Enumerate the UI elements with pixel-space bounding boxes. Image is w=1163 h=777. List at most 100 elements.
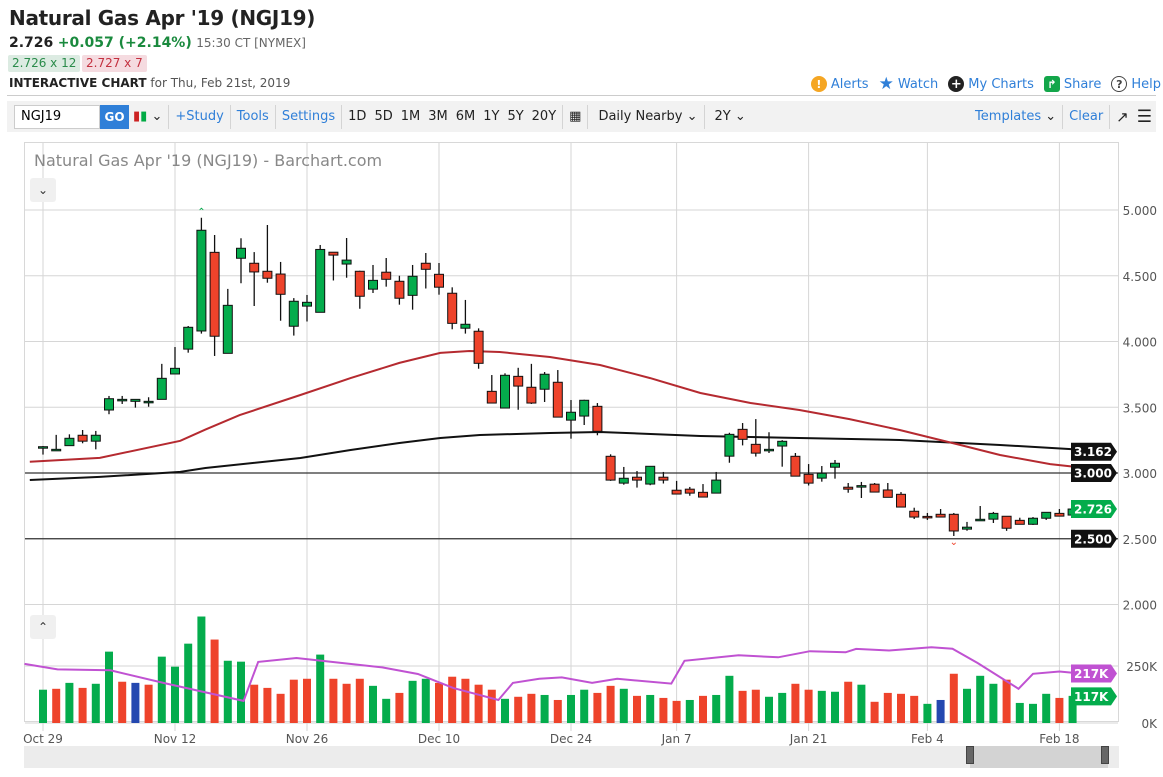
period-6m[interactable]: 6M (455, 109, 476, 124)
candle-body (592, 405, 603, 432)
scrollbar-left-handle[interactable] (966, 746, 974, 764)
range-dropdown[interactable]: 2Y ⌄ (707, 109, 750, 124)
x-tick-label: Oct 29 (23, 732, 63, 746)
candle-body (816, 472, 827, 479)
period-1d[interactable]: 1D (348, 109, 367, 124)
volume-bar (408, 680, 417, 723)
candle-body (473, 330, 484, 364)
candle-body (645, 465, 656, 485)
candle-body (843, 486, 854, 490)
candle-body (975, 518, 986, 522)
candle-body (460, 323, 471, 329)
volume-bar (355, 678, 364, 723)
candle-body (302, 301, 312, 307)
candle-body (539, 373, 550, 390)
my-charts-link[interactable]: + My Charts (948, 76, 1034, 92)
watch-link[interactable]: ★ Watch (879, 74, 939, 94)
volume-bar (844, 681, 853, 723)
volume-bar (421, 678, 430, 723)
volume-bar (250, 684, 259, 723)
period-5y[interactable]: 5Y (507, 109, 524, 124)
x-tick-label: Jan 21 (789, 732, 828, 746)
volume-label: 217K (1071, 664, 1117, 683)
candle-body (249, 262, 260, 273)
scrollbar-right-handle[interactable] (1101, 746, 1109, 764)
volume-bar (765, 696, 773, 723)
time-scrollbar[interactable] (24, 746, 1119, 768)
go-button[interactable]: GO (100, 104, 129, 129)
candle-body (552, 381, 563, 418)
volume-bar (461, 678, 470, 723)
volume-bar (1068, 695, 1077, 723)
price-change: +0.057 (+2.14%) (57, 35, 192, 51)
expand-icon[interactable]: ↗ (1116, 107, 1129, 126)
volume-bar (712, 694, 721, 723)
chevron-down-icon: ⌄ (37, 183, 49, 197)
volume-bar (369, 685, 377, 723)
templates-dropdown[interactable]: Templates ⌄ (971, 109, 1060, 124)
settings-button[interactable]: Settings (281, 109, 336, 124)
candle-body (354, 270, 365, 297)
tools-button[interactable]: Tools (236, 109, 269, 124)
price-label: 3.000 (1071, 464, 1117, 482)
candle-body (420, 262, 431, 270)
volume-bar (289, 679, 298, 723)
chart-type-dropdown[interactable]: ▮▮ ⌄ (133, 109, 163, 124)
volume-bar (567, 694, 575, 723)
calendar-icon[interactable]: ▦ (569, 109, 582, 124)
chart-date: for Thu, Feb 21st, 2019 (150, 76, 291, 90)
volume-bar (395, 692, 404, 723)
candle-body (170, 367, 180, 375)
ask-badge: 2.727 x 7 (82, 55, 147, 72)
scrollbar-thumb[interactable] (970, 746, 1108, 768)
candle-body (526, 386, 537, 404)
x-tick-label: Nov 26 (286, 732, 329, 746)
chevron-down-icon: ⌄ (734, 109, 746, 124)
aggregation-dropdown[interactable]: Daily Nearby ⌄ (590, 109, 701, 124)
divider (7, 95, 1156, 96)
volume-bar (936, 699, 945, 723)
volume-bar (857, 684, 866, 723)
candle-body (38, 446, 48, 449)
alerts-label: Alerts (830, 76, 869, 92)
collapse-volume-button[interactable]: ⌃ (30, 615, 56, 639)
period-3m[interactable]: 3M (428, 109, 448, 124)
candle-body (156, 377, 167, 400)
volume-bar (52, 688, 61, 723)
period-5d[interactable]: 5D (374, 109, 393, 124)
volume-bar (989, 683, 998, 723)
candle-body (368, 279, 378, 290)
symbol-input[interactable] (14, 104, 100, 129)
candle-body (104, 398, 114, 411)
plus-circle-icon: + (948, 76, 965, 92)
candle-body (896, 493, 906, 508)
alerts-link[interactable]: ! Alerts (810, 76, 869, 92)
help-link[interactable]: ? Help (1111, 76, 1161, 92)
volume-bar (303, 678, 311, 723)
menu-icon[interactable]: ☰ (1136, 106, 1152, 127)
candle-body (790, 455, 801, 477)
candle-body (1041, 511, 1052, 519)
period-1y[interactable]: 1Y (483, 109, 500, 124)
volume-bar (725, 675, 734, 723)
clear-button[interactable]: Clear (1069, 109, 1104, 124)
volume-bar (778, 692, 787, 723)
volume-bar (751, 689, 760, 723)
price-tag-text: 2.726 (1074, 503, 1112, 517)
candle-body (394, 280, 405, 299)
volume-bar (1042, 693, 1051, 723)
volume-bar (157, 656, 166, 723)
volume-bar (923, 703, 932, 723)
period-1m[interactable]: 1M (400, 109, 421, 124)
study-button[interactable]: +Study (175, 109, 224, 124)
candle-body (579, 399, 590, 417)
candlestick-icon: ▮ (133, 109, 141, 124)
share-link[interactable]: ↱ Share (1043, 76, 1101, 92)
volume-bar (672, 700, 681, 723)
y-tick-label: 2.000 (1123, 599, 1157, 613)
period-20y[interactable]: 20Y (531, 109, 557, 124)
collapse-price-button[interactable]: ⌄ (30, 178, 56, 202)
volume-bar (131, 682, 140, 723)
candle-body (962, 526, 972, 530)
